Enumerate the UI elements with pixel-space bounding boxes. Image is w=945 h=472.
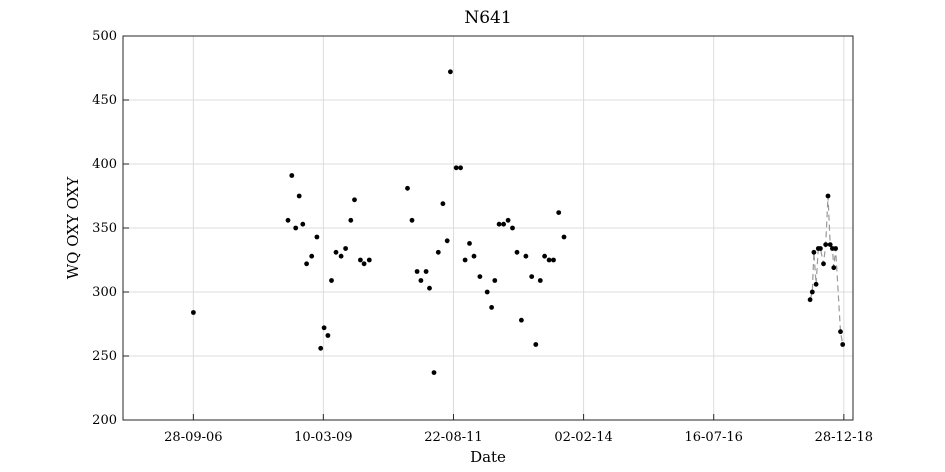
data-point (831, 265, 837, 271)
data-point (366, 257, 372, 263)
data-point (358, 257, 363, 263)
y-tick-label: 300 (92, 285, 117, 300)
data-point (314, 234, 320, 240)
data-point (529, 274, 535, 279)
data-point (414, 269, 420, 274)
data-point (501, 221, 506, 227)
data-point (453, 165, 459, 171)
data-point (418, 278, 424, 283)
data-point (329, 278, 334, 283)
data-point (542, 253, 547, 259)
x-tick-label: 28-12-18 (815, 430, 873, 445)
data-point (462, 257, 468, 263)
data-point (537, 278, 543, 283)
data-point (811, 249, 817, 255)
data-point (809, 289, 815, 295)
data-point (813, 281, 819, 287)
y-axis-label: WQ OXY OXY (64, 176, 82, 280)
data-point (489, 305, 494, 310)
data-point (838, 329, 843, 335)
data-point (444, 238, 450, 244)
data-point (423, 269, 429, 274)
data-point (510, 225, 515, 231)
data-point (325, 333, 331, 338)
data-point (546, 257, 552, 263)
data-point (519, 317, 524, 323)
x-tick-label: 28-09-06 (164, 430, 222, 445)
data-point (333, 249, 339, 255)
data-point (300, 221, 306, 227)
series-2-line (809, 195, 844, 345)
data-point (523, 253, 529, 259)
data-point (561, 234, 567, 240)
y-tick-label: 400 (92, 157, 117, 172)
data-point (352, 197, 357, 203)
data-point (492, 278, 498, 283)
data-point (496, 221, 502, 227)
data-point (318, 345, 324, 351)
y-tick-label: 350 (92, 221, 117, 236)
data-point (293, 225, 299, 231)
y-tick-label: 200 (92, 413, 117, 428)
data-point (321, 325, 327, 331)
data-point (533, 342, 539, 347)
data-point (556, 210, 562, 216)
chart-title: N641 (464, 8, 511, 28)
data-point (827, 242, 833, 248)
data-point (514, 249, 520, 255)
data-point (825, 193, 831, 199)
data-points (191, 69, 846, 375)
data-point (505, 217, 511, 223)
data-point (440, 201, 446, 207)
data-point (405, 185, 410, 191)
y-tick-label: 250 (92, 349, 117, 364)
data-point (289, 173, 295, 178)
data-point (435, 249, 441, 255)
grid-lines (123, 36, 853, 420)
data-point (448, 69, 453, 75)
y-tick-label: 500 (92, 29, 117, 44)
data-point (551, 257, 556, 263)
data-point (409, 217, 415, 223)
data-point (348, 217, 354, 223)
data-point (191, 310, 196, 315)
data-point (431, 370, 437, 375)
data-point (833, 246, 838, 251)
data-point (343, 246, 348, 251)
data-point (458, 165, 463, 171)
data-point (361, 261, 367, 267)
x-axis-label: Date (470, 448, 506, 466)
data-point (818, 246, 823, 251)
data-point (309, 253, 315, 259)
data-point (823, 242, 829, 248)
data-point (338, 253, 344, 259)
data-point (285, 217, 291, 223)
data-point (467, 241, 472, 246)
x-tick-label: 02-02-14 (554, 430, 612, 445)
data-point (304, 261, 309, 267)
series-lines (809, 195, 844, 345)
x-tick-label: 22-08-11 (424, 430, 482, 445)
data-point (471, 253, 477, 259)
y-tick-label: 450 (92, 93, 117, 108)
data-point (807, 297, 813, 303)
data-point (821, 261, 826, 267)
x-tick-label: 10-03-09 (294, 430, 352, 445)
data-point (427, 285, 432, 291)
axis-ticks: 200 250 300 350 400 450 500 28-09-06 10-03-09 22-… (92, 29, 873, 445)
data-point (840, 342, 846, 347)
data-point (477, 274, 483, 279)
x-tick-label: 16-07-16 (685, 430, 743, 445)
data-point (296, 193, 302, 199)
data-point (484, 289, 490, 295)
